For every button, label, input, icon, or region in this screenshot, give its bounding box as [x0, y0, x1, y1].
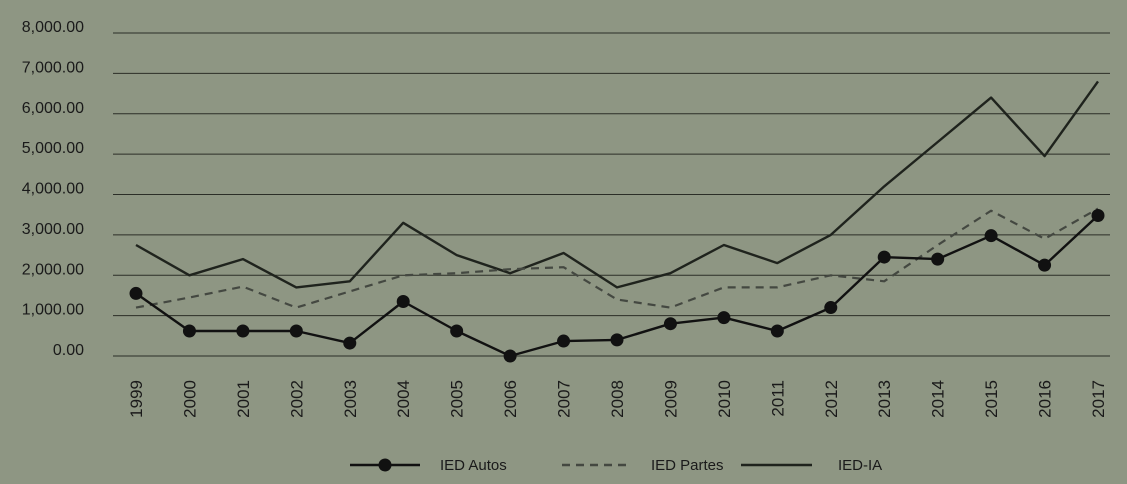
x-tick-label: 2006 [501, 380, 520, 418]
data-point [984, 229, 998, 243]
y-tick-label: 8,000.00 [22, 19, 84, 36]
x-tick-label: 2011 [768, 380, 787, 417]
data-point [503, 349, 517, 363]
x-tick-label: 2002 [287, 380, 306, 418]
data-point [877, 250, 891, 264]
x-tick-label: 2013 [875, 380, 894, 418]
legend: IED Autos IED Partes IED-IA [350, 457, 882, 474]
x-tick-label: 1999 [127, 380, 146, 418]
data-point [129, 286, 143, 300]
x-tick-label: 2003 [341, 380, 360, 418]
x-tick-label: 2010 [715, 380, 734, 418]
x-tick-label: 2008 [608, 380, 627, 418]
y-axis-ticks: 0.00 1,000.00 2,000.00 3,000.00 4,000.00 5,00… [22, 19, 84, 359]
data-point [182, 324, 196, 338]
x-tick-label: 2004 [394, 380, 413, 418]
data-point [717, 311, 731, 325]
x-tick-label: 2012 [822, 380, 841, 418]
data-point [450, 324, 464, 338]
x-tick-label: 2017 [1089, 380, 1108, 418]
x-axis-ticks: 1999 2000 2001 2002 2003 2004 2005 2006 2007 2008… [127, 380, 1108, 418]
x-tick-label: 2000 [180, 380, 199, 418]
y-tick-label: 0.00 [53, 342, 84, 359]
data-point [557, 334, 571, 348]
data-point [396, 294, 410, 308]
data-point [931, 252, 945, 266]
y-tick-label: 2,000.00 [22, 261, 84, 278]
x-tick-label: 2015 [982, 380, 1001, 418]
series-line-ied-partes [135, 207, 1099, 309]
y-tick-label: 3,000.00 [22, 221, 84, 238]
legend-label: IED Autos [440, 457, 507, 474]
data-point [289, 324, 303, 338]
data-point [1038, 258, 1052, 272]
y-tick-label: 1,000.00 [22, 302, 84, 319]
series-line-ied-ia [135, 80, 1099, 289]
x-tick-label: 2001 [234, 380, 253, 418]
grid-lines [113, 32, 1110, 357]
legend-marker [378, 458, 392, 472]
x-tick-label: 2016 [1036, 380, 1055, 418]
y-tick-label: 4,000.00 [22, 181, 84, 198]
y-tick-label: 7,000.00 [22, 59, 84, 76]
legend-label: IED-IA [838, 457, 882, 474]
data-point [1091, 208, 1105, 222]
y-tick-label: 5,000.00 [22, 140, 84, 157]
x-tick-label: 2014 [929, 380, 948, 418]
data-point [770, 324, 784, 338]
legend-label: IED Partes [651, 457, 724, 474]
data-point [236, 324, 250, 338]
x-tick-label: 2005 [448, 380, 467, 418]
data-point [824, 301, 838, 315]
data-point [663, 317, 677, 331]
x-tick-label: 2009 [661, 380, 680, 418]
y-tick-label: 6,000.00 [22, 100, 84, 117]
data-point [610, 333, 624, 347]
x-tick-label: 2007 [555, 380, 574, 418]
series-lines [129, 80, 1105, 363]
data-point [343, 336, 357, 350]
